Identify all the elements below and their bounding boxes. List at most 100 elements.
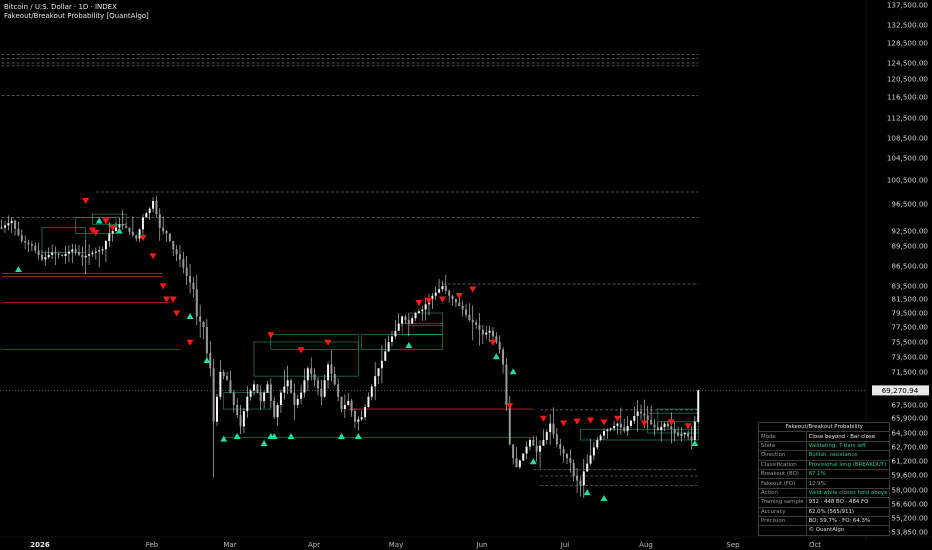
candle-body bbox=[131, 231, 134, 236]
table-label: Mode bbox=[758, 431, 807, 442]
candle-body bbox=[3, 225, 6, 228]
bearish-signal-marker bbox=[613, 415, 621, 422]
candle-body bbox=[152, 201, 155, 209]
y-tick-label: 75,500.00 bbox=[891, 338, 928, 347]
candle-body bbox=[401, 316, 404, 324]
candle-body bbox=[424, 304, 427, 310]
table-value: Bullish, resistance bbox=[805, 450, 891, 461]
table-label: Breakout (BO) bbox=[758, 468, 807, 480]
candle-body bbox=[276, 405, 279, 418]
bullish-signal-marker bbox=[287, 433, 295, 439]
candle-body bbox=[539, 445, 542, 452]
candle-body bbox=[192, 282, 195, 290]
table-label: Precision bbox=[758, 515, 807, 527]
y-tick-label: 96,500.00 bbox=[891, 200, 928, 209]
candle-body bbox=[121, 224, 124, 226]
candle-body bbox=[175, 249, 178, 255]
y-tick-label: 104,500.00 bbox=[887, 154, 929, 163]
candle-body bbox=[586, 463, 589, 472]
candle-body bbox=[502, 349, 505, 365]
bearish-signal-marker bbox=[455, 293, 463, 299]
candle-body bbox=[559, 444, 562, 449]
bullish-signal-marker bbox=[492, 353, 500, 360]
candle-body bbox=[565, 453, 568, 459]
bullish-signal-marker bbox=[260, 440, 268, 446]
candle-body bbox=[310, 368, 313, 375]
candle-body bbox=[562, 448, 565, 454]
candle-body bbox=[296, 398, 299, 405]
candle-body bbox=[626, 425, 629, 432]
candle-body bbox=[525, 446, 528, 454]
table-row: Mode Close beyond · Bar close bbox=[758, 431, 891, 442]
bearish-signal-marker bbox=[163, 296, 171, 303]
bearish-signal-marker bbox=[82, 198, 90, 204]
candle-body bbox=[677, 432, 680, 436]
candle-body bbox=[360, 417, 363, 420]
x-tick-label: Sep bbox=[726, 541, 740, 549]
candle-body bbox=[17, 228, 20, 236]
candle-body bbox=[74, 249, 77, 252]
candle-body bbox=[286, 380, 289, 387]
candle-body bbox=[552, 423, 555, 435]
table-row: Direction Bullish, resistance bbox=[758, 450, 891, 461]
candle-body bbox=[528, 440, 531, 447]
y-tick-label: 100,500.00 bbox=[887, 176, 929, 185]
candle-body bbox=[623, 427, 626, 432]
y-tick-label: 128,500.00 bbox=[887, 39, 929, 48]
range-box bbox=[580, 428, 699, 441]
candle-body bbox=[390, 336, 393, 342]
x-tick-label: Feb bbox=[146, 541, 159, 549]
candle-body bbox=[397, 323, 400, 331]
candle-body bbox=[542, 440, 545, 446]
table-header-row: Fakeout/Breakout Probability bbox=[757, 421, 891, 433]
candle-body bbox=[643, 413, 646, 416]
y-tick-label: 137,500.00 bbox=[887, 1, 929, 10]
y-tick-label: 124,500.00 bbox=[887, 59, 929, 68]
bearish-signal-marker bbox=[640, 420, 648, 427]
y-tick-label: 132,500.00 bbox=[887, 21, 929, 30]
range-box bbox=[361, 334, 443, 350]
bullish-signal-marker bbox=[354, 433, 362, 439]
candle-body bbox=[475, 322, 478, 325]
bullish-signal-marker bbox=[203, 357, 211, 363]
bullish-signal-marker bbox=[600, 495, 608, 501]
bearish-signal-marker bbox=[159, 283, 167, 290]
x-tick-label: Jun bbox=[476, 541, 488, 549]
candle-body bbox=[283, 386, 286, 393]
bearish-signal-marker bbox=[539, 415, 547, 422]
candle-body bbox=[522, 453, 525, 461]
table-label: Training sample bbox=[758, 497, 807, 508]
candle-body bbox=[690, 436, 693, 440]
candle-body bbox=[495, 336, 498, 342]
candle-body bbox=[337, 384, 340, 397]
candle-body bbox=[603, 431, 606, 436]
y-tick-label: 53,850.00 bbox=[891, 528, 928, 537]
candle-body bbox=[232, 392, 235, 405]
candle-body bbox=[515, 458, 518, 468]
candle-body bbox=[128, 227, 131, 232]
candle-body bbox=[67, 251, 70, 254]
candle-body bbox=[64, 253, 67, 256]
bearish-signal-marker bbox=[600, 419, 608, 426]
candle-body bbox=[320, 388, 323, 397]
table-row: Precision BO: 59.7% · FO: 64.3% bbox=[758, 515, 891, 527]
candle-body bbox=[104, 241, 107, 250]
candle-body bbox=[407, 320, 410, 324]
candle-body bbox=[10, 220, 13, 224]
candle-body bbox=[448, 290, 451, 296]
candle-body bbox=[327, 364, 330, 381]
candle-body bbox=[458, 302, 461, 306]
candle-body bbox=[7, 223, 10, 226]
table-row: Fakeout (FO) 12.9% bbox=[758, 478, 891, 489]
candle-body bbox=[636, 411, 639, 416]
candle-body bbox=[545, 432, 548, 440]
candle-body bbox=[579, 480, 582, 486]
y-tick-label: 108,500.00 bbox=[887, 134, 929, 143]
candle-body bbox=[653, 424, 656, 428]
candle-body bbox=[34, 246, 37, 251]
candle-body bbox=[306, 368, 309, 381]
y-tick-label: 65,900.00 bbox=[891, 414, 928, 423]
candle-body bbox=[434, 292, 437, 296]
candle-body bbox=[670, 426, 673, 430]
